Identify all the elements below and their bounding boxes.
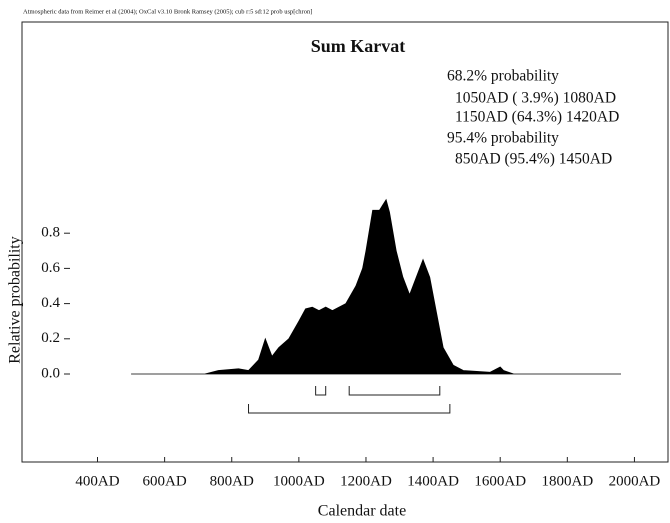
range-bar [248, 404, 451, 414]
y-axis-label: Relative probability [7, 236, 24, 364]
x-tick-label: 800AD [210, 473, 254, 489]
plot-frame [21, 21, 669, 463]
x-tick-label: 400AD [75, 473, 119, 489]
x-tick-label: 600AD [143, 473, 187, 489]
annotation: 1050AD ( 3.9%) 1080AD [455, 90, 616, 107]
density-area [131, 198, 622, 375]
y-tick-label: 0.6 [41, 260, 60, 276]
y-tick-label: 0.4 [41, 295, 60, 311]
chart-title: Sum Karvat [311, 36, 406, 56]
annotation: 68.2% probability [447, 68, 559, 85]
x-tick-label: 1200AD [340, 473, 392, 489]
annotation: 850AD (95.4%) 1450AD [455, 151, 612, 168]
annotation: 95.4% probability [447, 130, 559, 147]
annotation: 1150AD (64.3%) 1420AD [455, 109, 619, 126]
x-tick-label: 1400AD [407, 473, 459, 489]
header: Atmospheric data from Reimer et al (2004… [23, 8, 312, 15]
y-tick-label: 0.0 [41, 365, 60, 381]
range-bar [315, 386, 327, 396]
y-tick-label: 0.8 [41, 225, 60, 241]
x-tick-label: 1000AD [273, 473, 325, 489]
x-tick-label: 2000AD [609, 473, 661, 489]
x-tick-label: 1600AD [474, 473, 526, 489]
x-tick-label: 1800AD [541, 473, 593, 489]
range-bar [348, 386, 441, 396]
y-tick-label: 0.2 [41, 330, 60, 346]
x-axis-label: Calendar date [318, 503, 406, 520]
